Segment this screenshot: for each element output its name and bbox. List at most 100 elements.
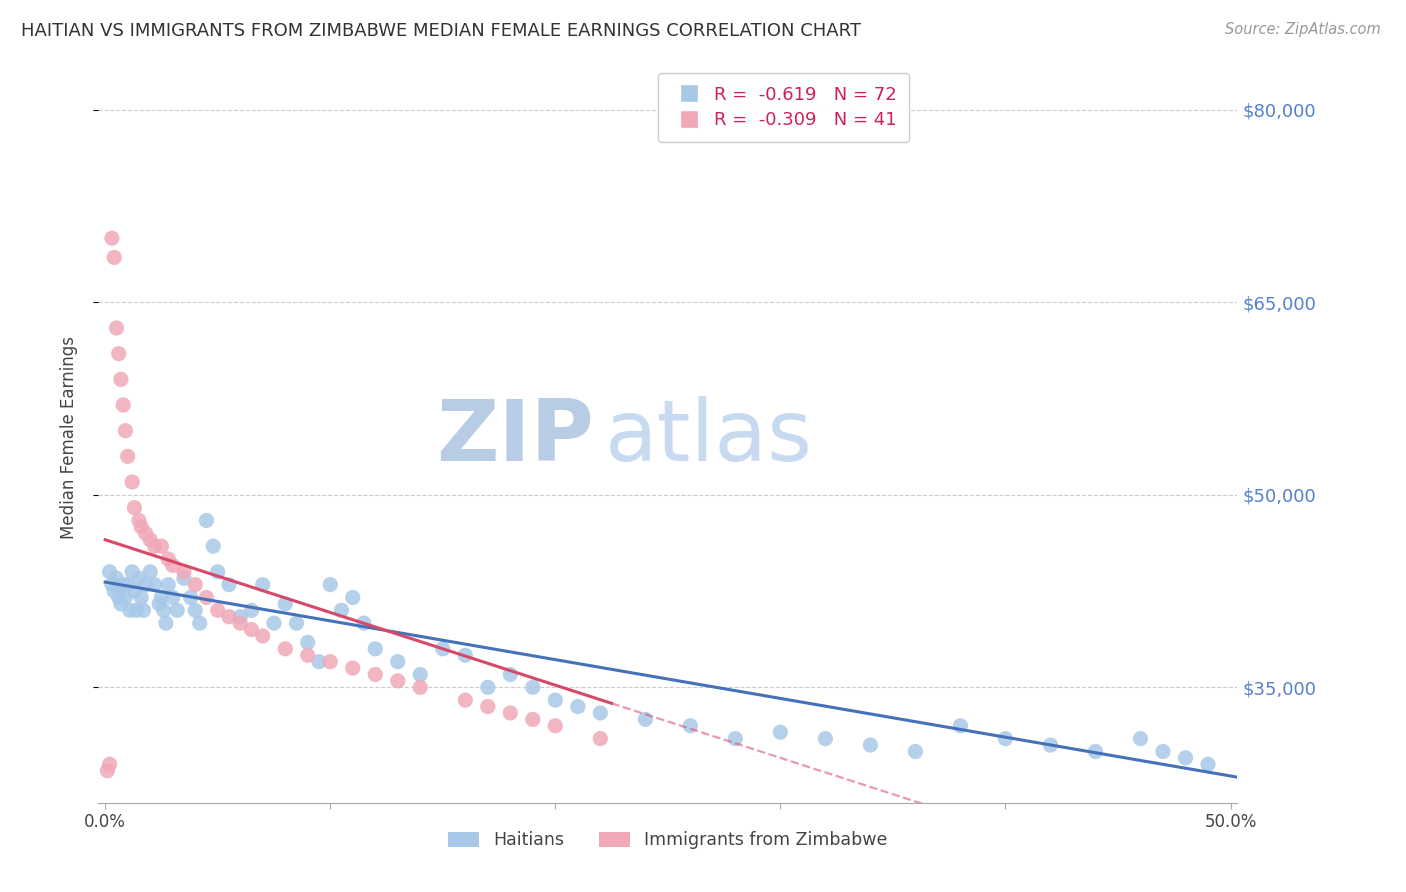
Point xyxy=(124,500,146,515)
Point xyxy=(128,571,150,585)
Point xyxy=(105,321,128,335)
Point xyxy=(263,616,285,631)
Point xyxy=(544,719,567,733)
Point xyxy=(499,706,522,720)
Legend: Haitians, Immigrants from Zimbabwe: Haitians, Immigrants from Zimbabwe xyxy=(441,824,894,856)
Point xyxy=(202,539,225,553)
Point xyxy=(240,603,263,617)
Point xyxy=(319,655,342,669)
Point xyxy=(184,603,207,617)
Point xyxy=(124,584,146,599)
Point xyxy=(114,424,136,438)
Text: atlas: atlas xyxy=(605,395,813,479)
Point xyxy=(180,591,202,605)
Point xyxy=(724,731,747,746)
Point xyxy=(949,719,972,733)
Point xyxy=(162,558,184,573)
Point xyxy=(679,719,702,733)
Point xyxy=(98,757,121,772)
Point xyxy=(477,699,499,714)
Point xyxy=(143,539,166,553)
Text: HAITIAN VS IMMIGRANTS FROM ZIMBABWE MEDIAN FEMALE EARNINGS CORRELATION CHART: HAITIAN VS IMMIGRANTS FROM ZIMBABWE MEDI… xyxy=(21,22,860,40)
Text: Source: ZipAtlas.com: Source: ZipAtlas.com xyxy=(1225,22,1381,37)
Point xyxy=(432,641,454,656)
Point xyxy=(114,591,136,605)
Point xyxy=(229,616,252,631)
Point xyxy=(101,577,124,591)
Point xyxy=(994,731,1017,746)
Point xyxy=(499,667,522,681)
Point xyxy=(117,577,139,591)
Point xyxy=(184,577,207,591)
Point xyxy=(522,712,544,726)
Point xyxy=(1174,751,1197,765)
Point xyxy=(567,699,589,714)
Point xyxy=(387,673,409,688)
Point xyxy=(218,609,240,624)
Point xyxy=(589,706,612,720)
Point xyxy=(364,667,387,681)
Point xyxy=(769,725,792,739)
Point xyxy=(330,603,353,617)
Point xyxy=(162,591,184,605)
Point xyxy=(173,571,195,585)
Point xyxy=(274,597,297,611)
Point xyxy=(454,693,477,707)
Point xyxy=(157,552,180,566)
Point xyxy=(157,577,180,591)
Point xyxy=(297,635,319,649)
Point xyxy=(195,591,218,605)
Point xyxy=(121,565,143,579)
Point xyxy=(229,609,252,624)
Point xyxy=(112,577,135,591)
Point xyxy=(139,565,162,579)
Point xyxy=(139,533,162,547)
Point xyxy=(112,398,135,412)
Point xyxy=(118,603,141,617)
Point xyxy=(125,603,148,617)
Point xyxy=(814,731,837,746)
Point xyxy=(477,681,499,695)
Point xyxy=(148,597,170,611)
Point xyxy=(155,616,177,631)
Point xyxy=(1152,744,1174,758)
Point xyxy=(1039,738,1062,752)
Point xyxy=(252,629,274,643)
Point xyxy=(132,603,155,617)
Point xyxy=(110,372,132,386)
Point xyxy=(544,693,567,707)
Point xyxy=(409,667,432,681)
Point xyxy=(454,648,477,663)
Point xyxy=(589,731,612,746)
Point xyxy=(101,231,124,245)
Point xyxy=(96,764,118,778)
Point xyxy=(207,565,229,579)
Point xyxy=(173,565,195,579)
Point xyxy=(859,738,882,752)
Point xyxy=(188,616,211,631)
Point xyxy=(110,597,132,611)
Point xyxy=(107,346,129,360)
Point xyxy=(252,577,274,591)
Point xyxy=(103,584,125,599)
Point xyxy=(166,603,188,617)
Point xyxy=(1084,744,1107,758)
Point xyxy=(150,539,173,553)
Point xyxy=(152,603,174,617)
Point xyxy=(129,591,152,605)
Point xyxy=(387,655,409,669)
Point xyxy=(105,571,128,585)
Point xyxy=(129,520,152,534)
Point xyxy=(207,603,229,617)
Point xyxy=(121,475,143,489)
Point xyxy=(297,648,319,663)
Point xyxy=(342,661,364,675)
Point xyxy=(107,591,129,605)
Point xyxy=(1129,731,1152,746)
Point xyxy=(285,616,308,631)
Point xyxy=(904,744,927,758)
Point xyxy=(218,577,240,591)
Point xyxy=(98,565,121,579)
Point xyxy=(195,514,218,528)
Point xyxy=(522,681,544,695)
